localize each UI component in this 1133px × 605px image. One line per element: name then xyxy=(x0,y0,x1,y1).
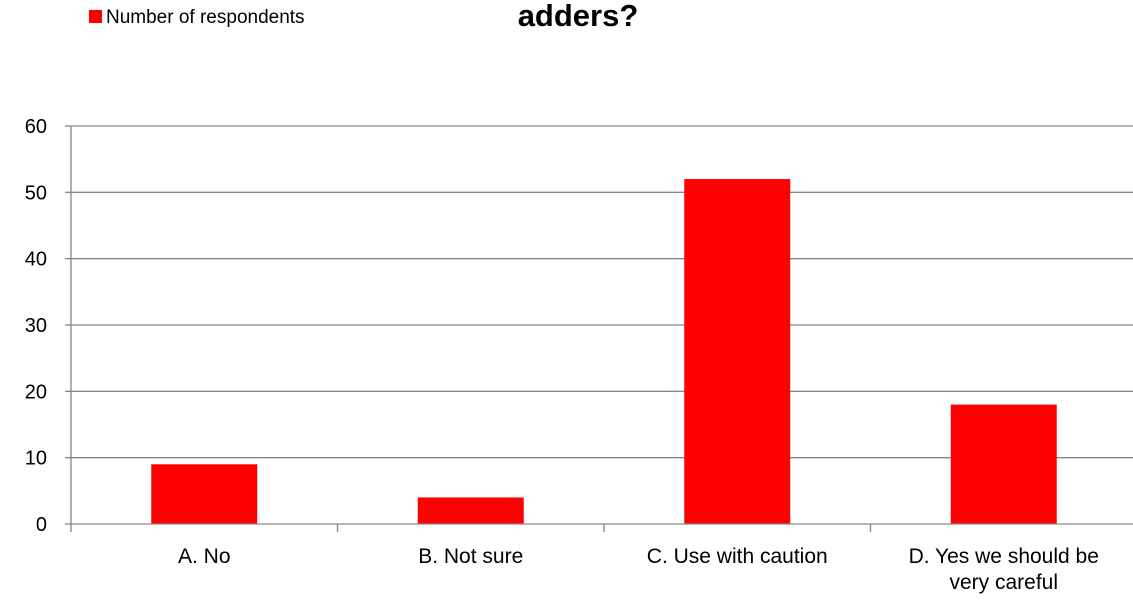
legend: Number of respondents xyxy=(89,7,305,28)
bar xyxy=(417,497,524,524)
x-tick-label: C. Use with caution xyxy=(647,545,828,568)
bars xyxy=(151,179,1057,525)
y-tick-label: 60 xyxy=(25,116,47,138)
x-tick-label: very careful xyxy=(949,571,1058,594)
bar xyxy=(950,404,1057,524)
bar xyxy=(151,464,258,524)
x-tick-label: A. No xyxy=(178,545,231,568)
chart-title-group: adders? xyxy=(518,0,639,33)
y-tick-label: 0 xyxy=(36,514,47,536)
x-tick-label: B. Not sure xyxy=(418,545,523,568)
tick-labels: 0 10 20 30 40 50 60 A. No B. Not sure C. Use with… xyxy=(25,116,1099,594)
x-tick-label: D. Yes we should be xyxy=(909,545,1099,568)
y-tick-label: 30 xyxy=(25,315,47,337)
bar xyxy=(684,179,791,525)
legend-swatch xyxy=(89,10,102,23)
axes xyxy=(65,125,1133,532)
y-tick-label: 40 xyxy=(25,249,47,271)
chart-title: adders? xyxy=(518,0,639,33)
y-tick-label: 10 xyxy=(25,448,47,470)
y-tick-label: 20 xyxy=(25,381,47,403)
y-tick-label: 50 xyxy=(25,182,47,204)
legend-label: Number of respondents xyxy=(106,7,305,28)
